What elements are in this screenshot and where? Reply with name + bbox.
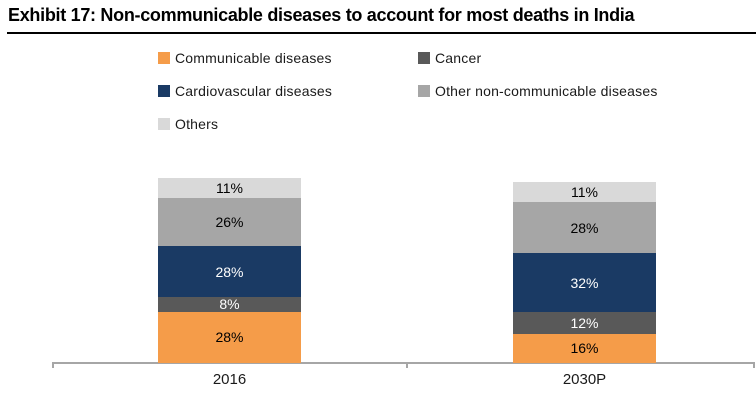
stacked-bar-2030p: 16% 12% 32% 28% 11% <box>513 181 656 363</box>
bar-segment-other-non-communicable-diseases: 28% <box>513 202 656 254</box>
axis-tick <box>406 362 408 368</box>
stacked-bar-2016: 28% 8% 28% 26% 11% <box>158 178 301 363</box>
exhibit-title: Exhibit 17: Non-communicable diseases to… <box>8 5 635 25</box>
x-axis-category-label: 2016 <box>212 371 247 388</box>
bar-segment-communicable-diseases: 16% <box>513 333 656 363</box>
legend-item-cancer: Cancer <box>418 50 658 66</box>
bar-segment-cancer: 12% <box>513 311 656 334</box>
axis-tick <box>753 362 755 368</box>
legend-item-other-non-communicable-diseases: Other non-communicable diseases <box>418 83 658 99</box>
legend-swatch-icon <box>158 118 170 130</box>
axis-tick <box>52 362 54 368</box>
bar-segment-cancer: 8% <box>158 297 301 312</box>
legend-item-communicable-diseases: Communicable diseases <box>158 50 418 66</box>
bar-segment-cardiovascular-diseases: 32% <box>513 253 656 312</box>
legend-item-cardiovascular-diseases: Cardiovascular diseases <box>158 83 418 99</box>
bar-segment-communicable-diseases: 28% <box>158 311 301 363</box>
bar-segment-others: 11% <box>513 181 656 202</box>
title-rule <box>7 32 756 34</box>
legend-item-label: Cardiovascular diseases <box>175 83 333 99</box>
bar-segment-others: 11% <box>158 178 301 199</box>
bar-segment-other-non-communicable-diseases: 26% <box>158 198 301 246</box>
legend-item-label: Cancer <box>435 50 482 66</box>
legend-swatch-icon <box>158 85 170 97</box>
x-axis-category-label: 2030P <box>562 371 607 388</box>
legend-swatch-icon <box>158 52 170 64</box>
legend-swatch-icon <box>418 85 430 97</box>
legend-item-label: Others <box>175 116 219 132</box>
legend-item-label: Other non-communicable diseases <box>435 83 658 99</box>
legend-item-others: Others <box>158 116 418 132</box>
legend: Communicable diseases Cancer Cardiovascu… <box>158 50 658 132</box>
bar-segment-cardiovascular-diseases: 28% <box>158 245 301 298</box>
x-axis-line <box>52 362 755 364</box>
legend-item-label: Communicable diseases <box>175 50 332 66</box>
legend-swatch-icon <box>418 52 430 64</box>
